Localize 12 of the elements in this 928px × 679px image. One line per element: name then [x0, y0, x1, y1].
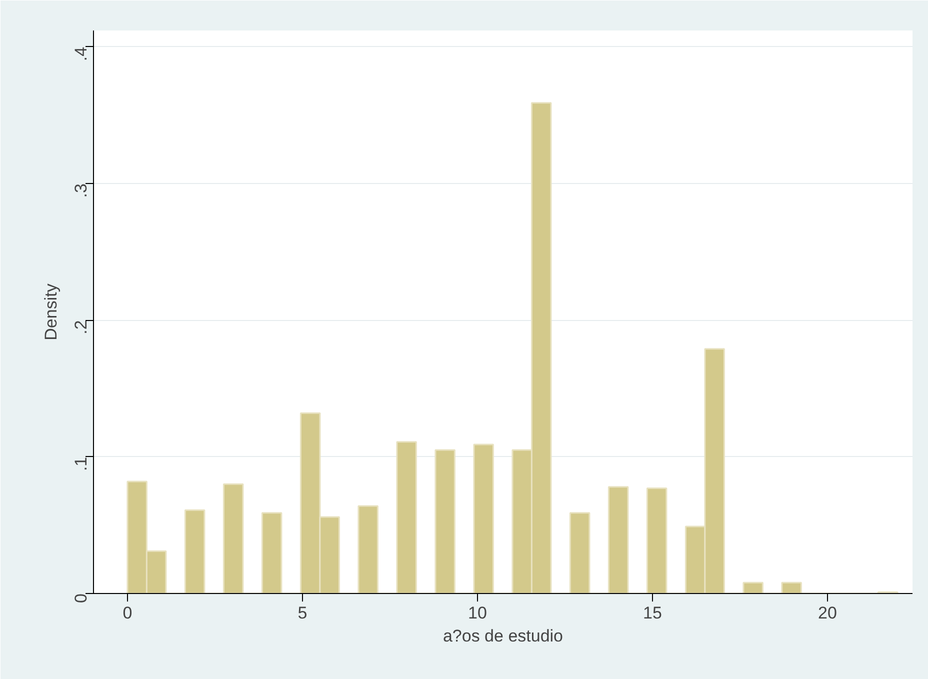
x-tick-label: 10 — [468, 604, 487, 622]
y-tick-label: .4 — [72, 46, 90, 62]
y-axis-title: Density — [42, 283, 60, 340]
x-tick-label: 0 — [122, 604, 132, 622]
x-tick-label: 5 — [298, 604, 308, 622]
y-tick-label: .3 — [72, 184, 90, 198]
y-tick-label: .1 — [72, 456, 90, 472]
x-tick-label: 20 — [818, 604, 837, 622]
x-axis-title: a?os de estudio — [442, 626, 564, 646]
y-tick-label: 0 — [72, 593, 90, 603]
y-tick-label: .2 — [72, 320, 90, 334]
x-tick-label: 15 — [642, 604, 662, 622]
